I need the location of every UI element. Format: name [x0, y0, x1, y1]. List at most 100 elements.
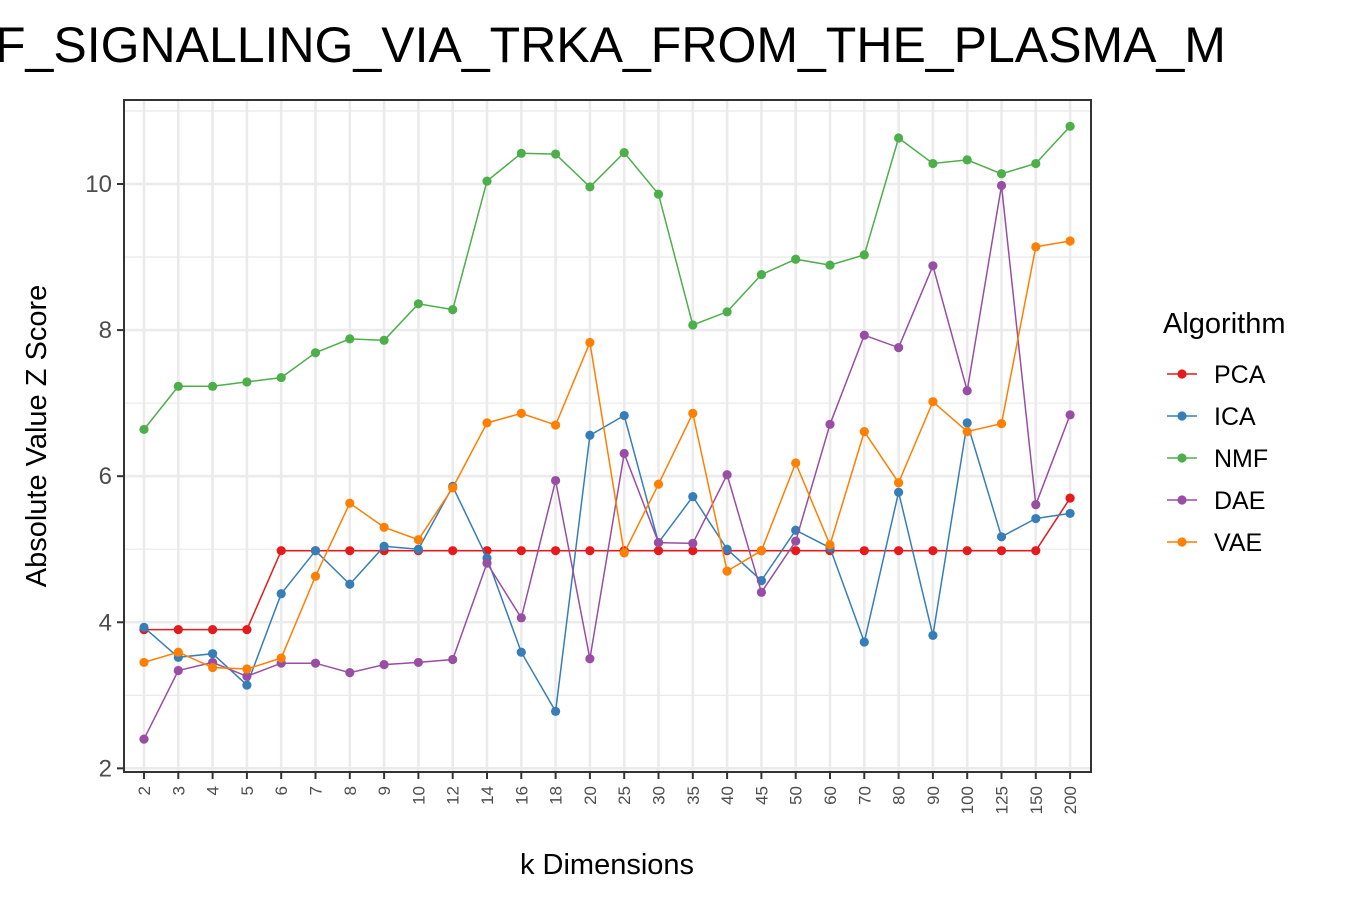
data-point-ica [859, 637, 869, 647]
series-line-ica [143, 414, 1071, 714]
data-point-vae [1065, 236, 1075, 246]
data-point-nmf [448, 305, 458, 315]
data-point-ica [242, 680, 252, 690]
legend-item-pca: PCA [1167, 361, 1266, 389]
x-tick-label: 90 [924, 786, 943, 805]
data-point-ica [345, 579, 355, 589]
data-point-nmf [619, 147, 629, 158]
data-point-pca [894, 546, 904, 556]
data-point-vae [996, 418, 1007, 429]
x-tick-label: 45 [752, 786, 771, 805]
data-point-nmf [516, 148, 526, 158]
data-point-dae [1031, 500, 1041, 510]
x-axis-title: k Dimensions [520, 849, 694, 881]
x-tick-label: 14 [478, 786, 497, 805]
x-tick-label: 60 [821, 786, 840, 805]
legend-key-point [1177, 495, 1187, 505]
data-point-pca [962, 546, 972, 556]
data-point-nmf [791, 254, 801, 264]
y-tick-label: 6 [99, 463, 112, 490]
data-point-nmf [859, 250, 869, 260]
data-point-pca [859, 546, 869, 556]
data-point-pca [448, 546, 458, 556]
data-point-ica [894, 487, 904, 497]
series-line-nmf [143, 125, 1071, 430]
legend-label: VAE [1214, 529, 1262, 557]
data-point-dae [996, 180, 1007, 191]
data-point-pca [653, 546, 664, 556]
data-point-nmf [379, 335, 389, 345]
data-point-dae [722, 470, 732, 480]
x-tick-label: 9 [375, 786, 394, 795]
x-tick-label: 150 [1027, 786, 1046, 814]
x-tick-label: 50 [787, 786, 806, 805]
y-tick-label: 4 [99, 609, 112, 636]
data-point-nmf [551, 149, 561, 159]
data-point-dae [173, 665, 183, 676]
data-point-dae [653, 538, 664, 548]
data-point-dae [688, 538, 698, 548]
series-line-pca [144, 497, 1071, 631]
data-point-dae [619, 448, 629, 459]
data-point-dae [242, 671, 252, 681]
data-point-dae [1065, 410, 1075, 420]
data-point-ica [962, 418, 972, 428]
x-tick-label: 2 [135, 786, 154, 795]
data-point-vae [276, 653, 286, 663]
data-point-ica [1065, 508, 1075, 519]
data-point-nmf [996, 169, 1007, 179]
data-point-nmf [1031, 158, 1041, 169]
data-point-nmf [413, 299, 423, 309]
data-point-dae [585, 654, 595, 664]
x-tick-label: 20 [581, 786, 600, 805]
data-point-pca [1031, 546, 1041, 556]
data-point-nmf [310, 348, 321, 358]
data-point-ica [276, 589, 286, 599]
gridlines [124, 100, 1091, 772]
data-point-vae [310, 571, 321, 581]
data-point-ica [619, 410, 629, 421]
data-point-nmf [242, 377, 252, 387]
data-point-dae [139, 734, 149, 744]
x-tick-label: 25 [615, 786, 634, 805]
data-point-nmf [173, 381, 183, 391]
data-point-dae [345, 668, 355, 678]
data-point-vae [448, 483, 458, 493]
data-point-pca [1065, 493, 1075, 503]
data-point-dae [825, 419, 835, 429]
legend-key-point [1177, 411, 1187, 421]
legend-key-point [1177, 537, 1187, 547]
x-tick-label: 4 [204, 786, 223, 795]
legend-label: ICA [1214, 403, 1256, 431]
data-point-vae [791, 458, 801, 468]
legend-title: Algorithm [1163, 308, 1286, 340]
data-point-pca [791, 546, 801, 556]
data-point-dae [551, 475, 561, 486]
data-point-vae [894, 478, 904, 488]
data-point-pca [996, 546, 1007, 556]
data-point-ica [413, 544, 423, 554]
legend-label: PCA [1214, 361, 1266, 389]
y-tick-label: 2 [99, 755, 112, 782]
data-point-nmf [962, 155, 972, 165]
data-point-pca [173, 624, 183, 635]
data-point-ica [1031, 513, 1041, 524]
data-point-vae [139, 657, 149, 668]
data-point-vae [928, 397, 938, 407]
data-point-dae [516, 613, 526, 623]
x-tick-label: 3 [169, 786, 188, 795]
data-point-vae [242, 664, 252, 674]
x-tick-label: 70 [855, 786, 874, 805]
legend-label: DAE [1214, 487, 1265, 515]
data-point-ica [928, 630, 938, 641]
data-point-nmf [482, 176, 492, 186]
data-point-vae [825, 540, 835, 550]
x-tick-label: 10 [409, 786, 428, 805]
data-point-vae [653, 479, 664, 489]
data-point-vae [585, 337, 595, 348]
data-point-ica [585, 430, 595, 440]
data-point-vae [379, 522, 389, 532]
data-point-vae [482, 418, 492, 428]
data-point-nmf [139, 424, 149, 435]
data-point-ica [310, 546, 321, 556]
